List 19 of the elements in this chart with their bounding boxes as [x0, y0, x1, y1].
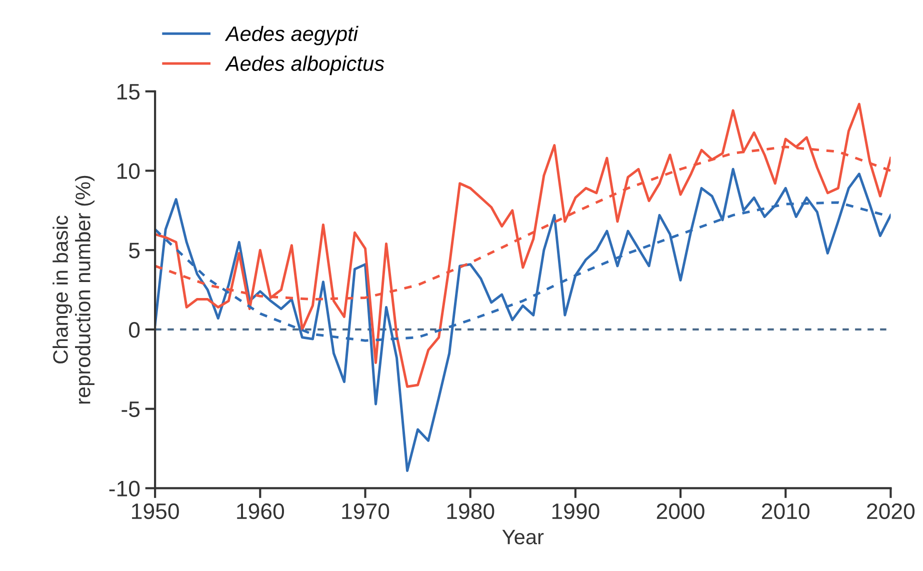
- x-tick-label: 2020: [867, 503, 915, 520]
- y-axis-title: Change in basic reproduction number (%): [52, 176, 94, 404]
- x-tick-label: 2010: [762, 503, 810, 520]
- y-tick-label: 10: [117, 163, 140, 179]
- legend-label: Aedes aegypti: [224, 26, 358, 46]
- x-tick-label: 2000: [656, 503, 704, 520]
- x-tick-label: 1950: [132, 503, 179, 520]
- x-tick-label: 1980: [447, 503, 494, 520]
- legend-label: Aedes albopictus: [224, 56, 384, 76]
- y-tick-label: -5: [122, 402, 140, 418]
- x-axis-title: Year: [502, 530, 544, 544]
- y-tick-label: 15: [117, 84, 140, 100]
- line-series: [155, 102, 891, 388]
- x-tick-label: 1960: [237, 503, 284, 520]
- y-tick-label: 5: [129, 242, 140, 258]
- y-tick-label: 0: [128, 322, 140, 338]
- x-tick-label: 1970: [342, 503, 390, 520]
- x-tick-label: 1990: [552, 503, 600, 520]
- y-tick-label: -10: [109, 480, 140, 496]
